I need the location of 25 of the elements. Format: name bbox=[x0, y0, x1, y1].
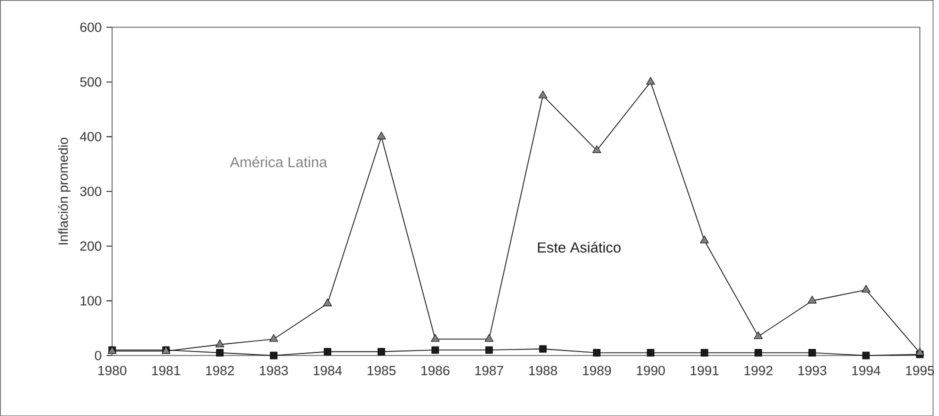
y-tick-label: 0 bbox=[94, 350, 102, 360]
text: América Latina bbox=[230, 156, 328, 168]
y-tick-label: 500 bbox=[80, 77, 102, 87]
x-tick-label: 1988 bbox=[529, 366, 558, 376]
x-tick-label: 1989 bbox=[583, 366, 611, 376]
x-tick-label: 1986 bbox=[421, 366, 450, 376]
x-tick-label: 1992 bbox=[744, 366, 772, 376]
y-tick-label: 200 bbox=[80, 241, 102, 251]
x-tick-label: 1985 bbox=[368, 366, 396, 376]
x-tick-label: 1987 bbox=[475, 366, 504, 376]
x-tick-label: 1982 bbox=[206, 366, 234, 376]
x-tick-label: 1991 bbox=[690, 366, 719, 376]
y-tick-label: 600 bbox=[80, 22, 102, 32]
y-tick-label: 300 bbox=[80, 186, 102, 196]
x-tick-label: 1994 bbox=[852, 366, 880, 376]
x-tick-label: 1983 bbox=[260, 366, 288, 376]
y-axis-title: Inflación promedio bbox=[58, 138, 71, 244]
y-tick-label: 100 bbox=[80, 296, 102, 306]
y-tick-label: 400 bbox=[80, 132, 102, 142]
text: Este Asiático bbox=[538, 242, 621, 253]
x-tick-label: 1990 bbox=[636, 366, 665, 376]
x-tick-label: 1984 bbox=[314, 366, 342, 376]
x-tick-label: 1993 bbox=[798, 366, 826, 376]
x-tick-label: 1981 bbox=[152, 366, 180, 376]
x-tick-label: 1980 bbox=[98, 366, 126, 376]
